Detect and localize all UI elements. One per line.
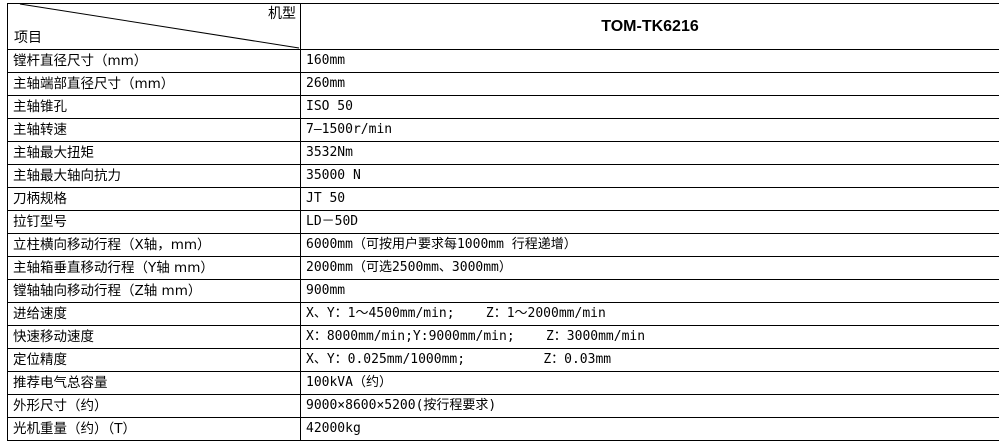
row-item-value: JT 50 xyxy=(301,188,999,211)
row-item-value: X：8000mm/min;Y:9000mm/min; Z：3000mm/min xyxy=(301,326,999,349)
table-row: 快速移动速度 X：8000mm/min;Y:9000mm/min; Z：3000… xyxy=(8,326,999,349)
row-item-label: 主轴箱垂直移动行程（Y轴 mm） xyxy=(8,257,301,280)
row-item-label: 镗杆直径尺寸（mm） xyxy=(8,50,301,73)
row-item-value: 6000mm（可按用户要求每1000mm 行程递增） xyxy=(301,234,999,257)
row-item-label: 进给速度 xyxy=(8,303,301,326)
table-row: 镗轴轴向移动行程（Z轴 mm） 900mm xyxy=(8,280,999,303)
row-item-value: 7—1500r/min xyxy=(301,119,999,142)
table-row: 主轴最大轴向抗力 35000 N xyxy=(8,165,999,188)
table-row: 主轴端部直径尺寸（mm） 260mm xyxy=(8,73,999,96)
table-row: 定位精度 X、Y：0.025mm/1000mm; Z：0.03mm xyxy=(8,349,999,372)
table-row: 主轴箱垂直移动行程（Y轴 mm） 2000mm（可选2500mm、3000mm） xyxy=(8,257,999,280)
header-label-model: 机型 xyxy=(268,5,296,24)
row-item-label: 主轴转速 xyxy=(8,119,301,142)
table-row: 刀柄规格 JT 50 xyxy=(8,188,999,211)
row-item-value: 2000mm（可选2500mm、3000mm） xyxy=(301,257,999,280)
row-item-label: 镗轴轴向移动行程（Z轴 mm） xyxy=(8,280,301,303)
row-item-value: X、Y：0.025mm/1000mm; Z：0.03mm xyxy=(301,349,999,372)
row-item-label: 定位精度 xyxy=(8,349,301,372)
row-item-label: 刀柄规格 xyxy=(8,188,301,211)
row-item-value: 42000kg xyxy=(301,418,999,441)
table-row: 主轴最大扭矩 3532Nm xyxy=(8,142,999,165)
row-item-label: 拉钉型号 xyxy=(8,211,301,234)
table-row: 主轴转速 7—1500r/min xyxy=(8,119,999,142)
row-item-label: 主轴最大扭矩 xyxy=(8,142,301,165)
row-item-label: 外形尺寸（约） xyxy=(8,395,301,418)
row-item-value: 900mm xyxy=(301,280,999,303)
table-row: 拉钉型号 LD－50D xyxy=(8,211,999,234)
spec-sheet: 机型 项目 TOM-TK6216 镗杆直径尺寸（mm） 160mm 主轴端部直径… xyxy=(0,0,999,426)
table-body: 机型 项目 TOM-TK6216 镗杆直径尺寸（mm） 160mm 主轴端部直径… xyxy=(8,4,999,441)
row-item-value: 35000 N xyxy=(301,165,999,188)
row-item-label: 主轴最大轴向抗力 xyxy=(8,165,301,188)
table-row: 立柱横向移动行程（X轴，mm） 6000mm（可按用户要求每1000mm 行程递… xyxy=(8,234,999,257)
table-row: 光机重量（约）（T） 42000kg xyxy=(8,418,999,441)
row-item-label: 快速移动速度 xyxy=(8,326,301,349)
row-item-value: 9000×8600×5200(按行程要求) xyxy=(301,395,999,418)
table-row: 推荐电气总容量 100kVA（约） xyxy=(8,372,999,395)
table-row: 进给速度 X、Y：1～4500mm/min; Z：1～2000mm/min xyxy=(8,303,999,326)
row-item-label: 立柱横向移动行程（X轴，mm） xyxy=(8,234,301,257)
row-item-value: X、Y：1～4500mm/min; Z：1～2000mm/min xyxy=(301,303,999,326)
header-model-name: TOM-TK6216 xyxy=(301,4,999,50)
row-item-value: 160mm xyxy=(301,50,999,73)
row-item-label: 推荐电气总容量 xyxy=(8,372,301,395)
row-item-label: 主轴锥孔 xyxy=(8,96,301,119)
row-item-value: LD－50D xyxy=(301,211,999,234)
row-item-label: 光机重量（约）（T） xyxy=(8,418,301,441)
diagonal-divider-icon xyxy=(8,4,300,49)
row-item-value: ISO 50 xyxy=(301,96,999,119)
row-item-value: 100kVA（约） xyxy=(301,372,999,395)
table-header-row: 机型 项目 TOM-TK6216 xyxy=(8,4,999,50)
table-row: 镗杆直径尺寸（mm） 160mm xyxy=(8,50,999,73)
row-item-label: 主轴端部直径尺寸（mm） xyxy=(8,73,301,96)
header-diagonal-cell: 机型 项目 xyxy=(8,4,301,50)
row-item-value: 3532Nm xyxy=(301,142,999,165)
specification-table: 机型 项目 TOM-TK6216 镗杆直径尺寸（mm） 160mm 主轴端部直径… xyxy=(7,3,999,441)
table-row: 外形尺寸（约） 9000×8600×5200(按行程要求) xyxy=(8,395,999,418)
header-label-item: 项目 xyxy=(14,29,42,48)
table-row: 主轴锥孔 ISO 50 xyxy=(8,96,999,119)
row-item-value: 260mm xyxy=(301,73,999,96)
